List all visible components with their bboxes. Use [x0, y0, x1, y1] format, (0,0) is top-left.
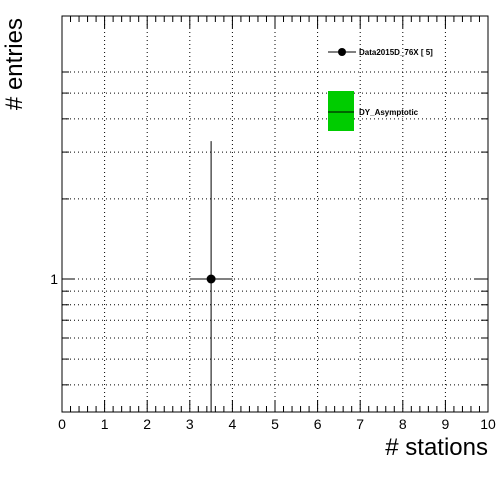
x-tick-label: 9 [442, 416, 450, 432]
legend-data-label: Data2015D_76X [ 5] [359, 48, 433, 57]
y-tick-label: 1 [50, 271, 58, 287]
x-tick-label: 10 [480, 416, 496, 432]
x-tick-label: 7 [356, 416, 364, 432]
legend-data-marker [338, 48, 346, 56]
x-axis-title: # stations [385, 434, 488, 461]
x-tick-label: 5 [271, 416, 279, 432]
x-tick-label: 0 [58, 416, 66, 432]
x-tick-label: 2 [143, 416, 151, 432]
x-tick-label: 1 [101, 416, 109, 432]
x-tick-label: 4 [229, 416, 237, 432]
data-point [207, 275, 216, 284]
legend-mc-box [328, 91, 354, 131]
y-axis-title: # entries [1, 18, 28, 110]
legend-mc-label: DY_Asymptotic [359, 108, 419, 117]
x-tick-label: 8 [399, 416, 407, 432]
x-tick-label: 3 [186, 416, 194, 432]
x-tick-label: 6 [314, 416, 322, 432]
